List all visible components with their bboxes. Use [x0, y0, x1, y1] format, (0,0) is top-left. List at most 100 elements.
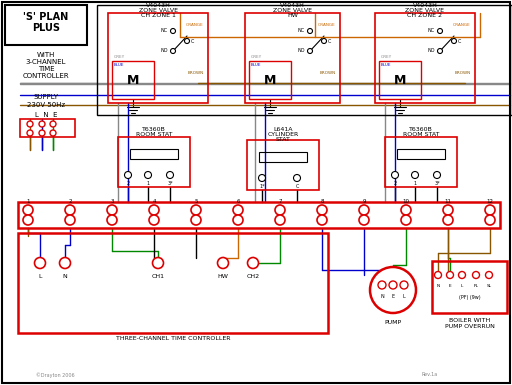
- Text: 3*: 3*: [167, 181, 173, 186]
- Bar: [5, 5, 87, 45]
- Circle shape: [124, 171, 132, 179]
- Text: BLUE: BLUE: [114, 63, 124, 67]
- Bar: [397, 149, 445, 159]
- Text: CH1: CH1: [152, 273, 164, 278]
- Circle shape: [233, 215, 243, 225]
- Circle shape: [39, 130, 45, 136]
- Text: WITH
3-CHANNEL
TIME
CONTROLLER: WITH 3-CHANNEL TIME CONTROLLER: [23, 52, 69, 79]
- Circle shape: [27, 121, 33, 127]
- Text: 1: 1: [413, 181, 417, 186]
- Text: L: L: [38, 273, 42, 278]
- Circle shape: [166, 171, 174, 179]
- Circle shape: [485, 215, 495, 225]
- Text: PUMP: PUMP: [385, 320, 401, 325]
- Text: STAT: STAT: [275, 137, 290, 142]
- Text: PLUS: PLUS: [32, 23, 60, 33]
- Circle shape: [473, 271, 480, 278]
- Circle shape: [170, 49, 176, 54]
- Circle shape: [459, 271, 465, 278]
- Circle shape: [170, 28, 176, 33]
- Text: NO: NO: [160, 47, 168, 52]
- Text: NC: NC: [298, 27, 305, 32]
- Text: ZONE VALVE: ZONE VALVE: [273, 7, 312, 12]
- Text: ROOM STAT: ROOM STAT: [403, 132, 439, 137]
- Text: 10: 10: [402, 199, 410, 204]
- Bar: [118, 137, 190, 187]
- Text: ZONE VALVE: ZONE VALVE: [139, 7, 178, 12]
- Bar: [249, 61, 291, 99]
- Circle shape: [153, 258, 163, 268]
- Circle shape: [247, 258, 259, 268]
- Text: 5: 5: [194, 199, 198, 204]
- Bar: [20, 119, 75, 137]
- Circle shape: [27, 130, 33, 136]
- Circle shape: [392, 171, 398, 179]
- Circle shape: [149, 205, 159, 215]
- Circle shape: [144, 171, 152, 179]
- Text: GREY: GREY: [251, 55, 262, 59]
- Circle shape: [50, 121, 56, 127]
- Text: L641A: L641A: [273, 127, 293, 132]
- Circle shape: [293, 174, 301, 181]
- Text: 1: 1: [26, 199, 30, 204]
- Text: M: M: [264, 74, 276, 87]
- Text: BLUE: BLUE: [381, 63, 392, 67]
- Circle shape: [401, 215, 411, 225]
- Text: NO: NO: [297, 47, 305, 52]
- Circle shape: [59, 258, 71, 268]
- Text: CH2: CH2: [246, 273, 260, 278]
- Text: T6360B: T6360B: [409, 127, 433, 132]
- Circle shape: [23, 215, 33, 225]
- Circle shape: [65, 215, 75, 225]
- Text: NO: NO: [428, 47, 435, 52]
- Text: PL: PL: [474, 284, 479, 288]
- Text: CH ZONE 1: CH ZONE 1: [141, 12, 176, 17]
- Circle shape: [107, 205, 117, 215]
- Text: BROWN: BROWN: [455, 71, 471, 75]
- Circle shape: [233, 205, 243, 215]
- Text: L  N  E: L N E: [35, 112, 57, 118]
- Circle shape: [275, 215, 285, 225]
- Circle shape: [23, 205, 33, 215]
- Circle shape: [359, 205, 369, 215]
- Text: C: C: [295, 184, 298, 189]
- Text: THREE-CHANNEL TIME CONTROLLER: THREE-CHANNEL TIME CONTROLLER: [116, 336, 230, 341]
- Text: GREY: GREY: [381, 55, 392, 59]
- Text: ZONE VALVE: ZONE VALVE: [406, 7, 444, 12]
- Text: ORANGE: ORANGE: [453, 23, 471, 27]
- Circle shape: [259, 174, 266, 181]
- Bar: [247, 140, 319, 190]
- Text: ORANGE: ORANGE: [318, 23, 336, 27]
- Circle shape: [434, 171, 440, 179]
- Circle shape: [39, 121, 45, 127]
- Text: HW: HW: [218, 273, 228, 278]
- Text: 1*: 1*: [259, 184, 265, 189]
- Text: BROWN: BROWN: [320, 71, 336, 75]
- Text: SUPPLY: SUPPLY: [33, 94, 58, 100]
- Bar: [385, 137, 457, 187]
- Text: C: C: [458, 38, 461, 44]
- Text: 9: 9: [362, 199, 366, 204]
- Text: ©Drayton 2006: ©Drayton 2006: [36, 372, 74, 378]
- Text: 1: 1: [146, 181, 150, 186]
- Text: 2: 2: [393, 181, 397, 186]
- Circle shape: [485, 205, 495, 215]
- Circle shape: [107, 215, 117, 225]
- Text: C: C: [328, 38, 331, 44]
- Circle shape: [322, 38, 327, 44]
- Circle shape: [359, 215, 369, 225]
- Circle shape: [485, 271, 493, 278]
- Text: L: L: [402, 295, 406, 300]
- Circle shape: [191, 215, 201, 225]
- Text: 6: 6: [236, 199, 240, 204]
- Text: 'S' PLAN: 'S' PLAN: [24, 12, 69, 22]
- Circle shape: [401, 205, 411, 215]
- Text: E: E: [392, 295, 395, 300]
- Text: NC: NC: [161, 27, 168, 32]
- Circle shape: [446, 271, 454, 278]
- Circle shape: [149, 215, 159, 225]
- Text: 12: 12: [486, 199, 494, 204]
- Text: T6360B: T6360B: [142, 127, 166, 132]
- Bar: [259, 152, 307, 162]
- Text: 11: 11: [444, 199, 452, 204]
